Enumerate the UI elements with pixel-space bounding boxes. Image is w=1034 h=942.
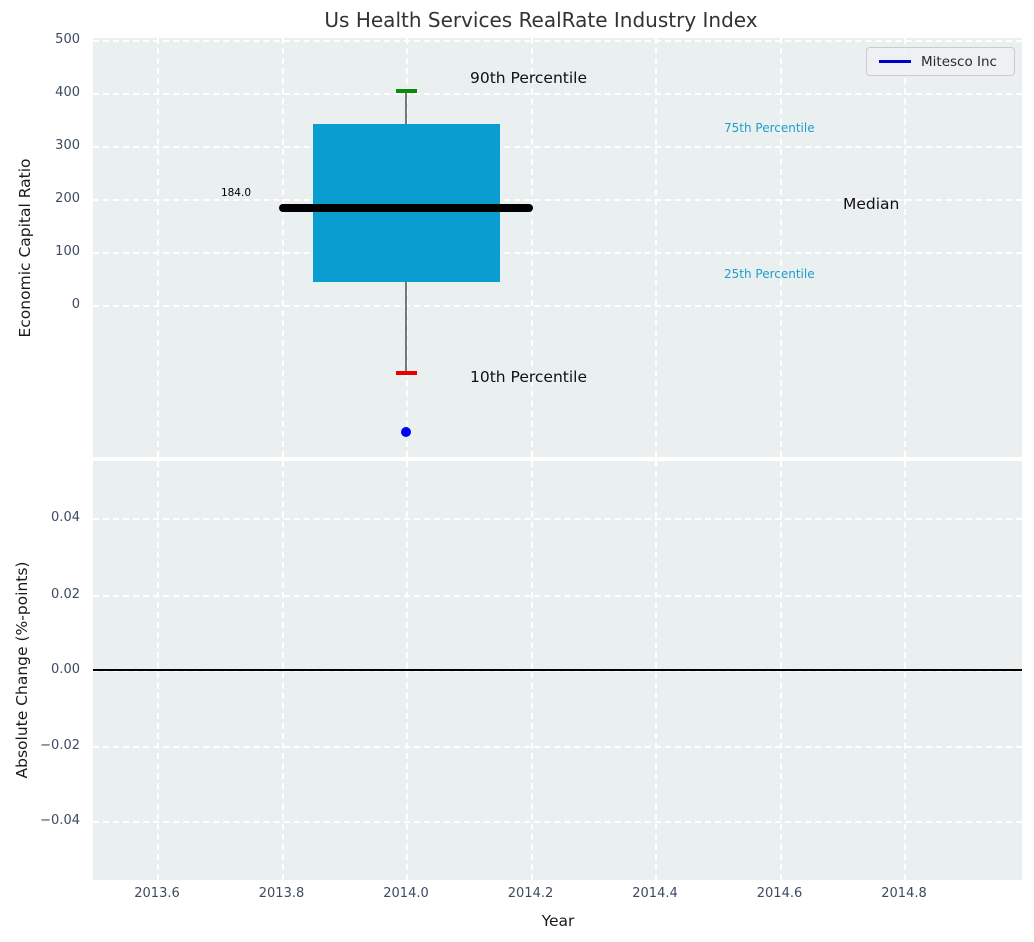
bottom-ytick-n002: −0.02 [40, 737, 80, 753]
gridline-h [93, 199, 1022, 201]
xtick-2014-0: 2014.0 [383, 886, 429, 901]
gridline-v [530, 38, 533, 457]
annotation-median: Median [843, 195, 900, 213]
legend-line-swatch [879, 60, 911, 63]
xtick-2014-4: 2014.4 [632, 886, 678, 901]
top-ytick-0: 0 [71, 297, 80, 312]
gridline-v [779, 38, 782, 457]
median-value-label: 184.0 [220, 187, 251, 199]
percentile-box [313, 124, 500, 282]
gridline-v [904, 38, 906, 457]
gridline-h [93, 146, 1022, 148]
annotation-90th-percentile: 90th Percentile [470, 69, 588, 87]
gridline-v [281, 38, 284, 457]
gridline-h [93, 40, 1022, 42]
top-ytick-400: 400 [55, 85, 80, 100]
x-axis-label: Year [541, 912, 575, 930]
chart-title: Us Health Services RealRate Industry Ind… [324, 8, 758, 32]
gridline-h [93, 821, 1022, 823]
annotation-75th-percentile: 75th Percentile [724, 121, 815, 135]
gridline-h [93, 594, 1022, 597]
top-ytick-300: 300 [55, 138, 80, 153]
top-ytick-200: 200 [55, 191, 80, 206]
bottom-ytick-002: 0.02 [51, 586, 80, 602]
gridline-h [93, 670, 1022, 672]
median-line [279, 204, 533, 212]
xtick-2013-6: 2013.6 [134, 886, 180, 901]
company-data-point [401, 427, 411, 437]
gridline-h [93, 252, 1022, 254]
xtick-2014-2: 2014.2 [507, 886, 554, 901]
xtick-2014-6: 2014.6 [756, 886, 803, 901]
p90-cap [396, 89, 417, 93]
bottom-axes [93, 461, 1022, 880]
top-ytick-500: 500 [55, 32, 80, 47]
legend: Mitesco Inc [866, 47, 1015, 76]
gridline-h [93, 93, 1022, 95]
zero-reference-line [93, 669, 1022, 671]
top-ytick-100: 100 [55, 244, 80, 259]
gridline-v [157, 38, 159, 457]
bottom-ytick-n004: −0.04 [40, 813, 80, 828]
xtick-2014-8: 2014.8 [881, 886, 927, 901]
legend-entry-label: Mitesco Inc [921, 53, 997, 70]
annotation-25th-percentile: 25th Percentile [724, 267, 815, 281]
bottom-ytick-004: 0.04 [51, 510, 80, 525]
gridline-h [93, 305, 1022, 307]
gridline-v [655, 38, 657, 457]
xtick-2013-8: 2013.8 [258, 886, 305, 901]
bottom-y-axis-label: Absolute Change (%-points) [13, 561, 31, 779]
top-axes: 90th Percentile 75th Percentile Median 2… [93, 38, 1022, 457]
top-y-axis-label: Economic Capital Ratio [16, 158, 34, 338]
gridline-h [93, 518, 1022, 520]
bottom-ytick-000: 0.00 [51, 662, 80, 677]
p10-cap [396, 371, 417, 375]
annotation-10th-percentile: 10th Percentile [470, 368, 588, 386]
gridline-h [93, 745, 1022, 748]
